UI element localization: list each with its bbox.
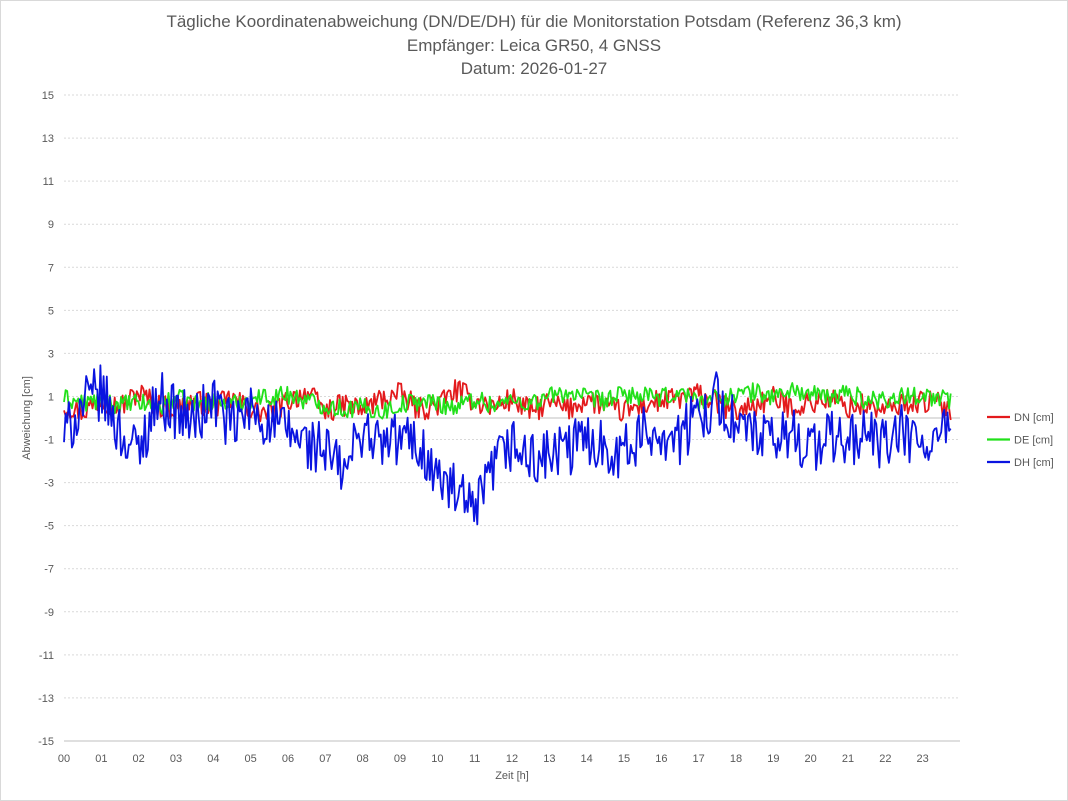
x-tick-label: 05 [245,753,257,765]
legend-label: DE [cm] [1014,435,1053,447]
x-tick-label: 21 [842,753,854,765]
x-tick-label: 08 [357,753,369,765]
x-tick-label: 23 [917,753,929,765]
x-tick-label: 18 [730,753,742,765]
x-tick-label: 20 [805,753,817,765]
y-tick-label: 7 [48,262,54,274]
y-tick-label: 1 [48,391,54,403]
x-tick-label: 16 [655,753,667,765]
y-tick-label: -15 [38,736,54,748]
series-line-dh [63,364,952,526]
x-tick-label: 01 [95,753,107,765]
y-tick-label: -13 [38,693,54,705]
y-tick-label: -9 [44,607,54,619]
x-tick-label: 10 [431,753,443,765]
x-tick-label: 07 [319,753,331,765]
chart-subtitle: Empfänger: Leica GR50, 4 GNSS [406,36,662,55]
x-tick-label: 15 [618,753,630,765]
y-tick-label: -1 [44,435,54,447]
x-tick-label: 09 [394,753,406,765]
x-tick-label: 03 [170,753,182,765]
y-tick-label: 13 [42,133,54,145]
y-axis-title: Abweichung [cm] [21,376,33,460]
x-tick-label: 11 [469,753,480,765]
x-tick-label: 14 [581,753,593,765]
y-tick-label: -7 [44,564,54,576]
chart-date: Datum: 2026-01-27 [460,59,608,78]
y-tick-label: 5 [48,305,54,317]
y-tick-label: 11 [43,176,54,188]
y-tick-label: 15 [42,90,54,102]
x-tick-label: 13 [543,753,555,765]
y-tick-label: -3 [44,478,54,490]
x-tick-label: 19 [767,753,779,765]
x-tick-label: 17 [693,753,705,765]
y-tick-label: 9 [48,219,54,231]
x-tick-label: 22 [879,753,891,765]
x-tick-label: 04 [207,753,219,765]
legend-label: DN [cm] [1014,412,1054,424]
x-tick-label: 02 [133,753,145,765]
chart-title: Tägliche Koordinatenabweichung (DN/DE/DH… [166,12,902,31]
x-tick-label: 12 [506,753,518,765]
y-tick-label: 3 [48,348,54,360]
x-tick-label: 00 [58,753,70,765]
x-tick-label: 06 [282,753,294,765]
legend-label: DH [cm] [1014,457,1054,469]
y-tick-label: -5 [44,521,54,533]
y-tick-label: -11 [39,650,54,662]
x-axis-title: Zeit [h] [495,770,529,782]
